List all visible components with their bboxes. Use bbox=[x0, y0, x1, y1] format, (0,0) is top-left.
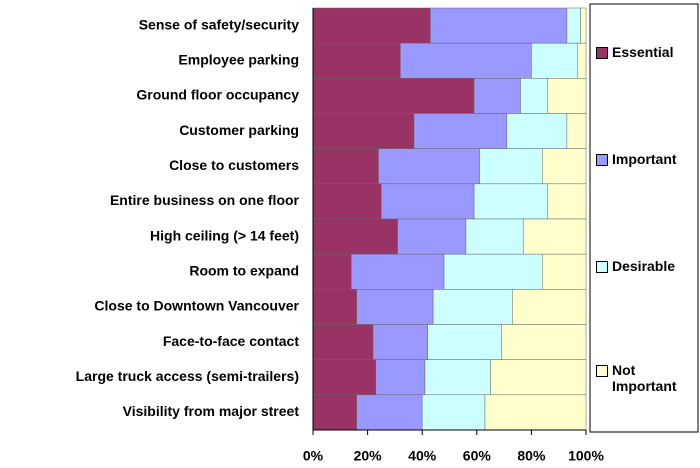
y-tick-label: Ground floor occupancy bbox=[136, 87, 299, 103]
bar-segment bbox=[424, 359, 491, 396]
bar-segment bbox=[400, 42, 532, 79]
bar-segment bbox=[375, 359, 426, 396]
bar-segment bbox=[479, 148, 543, 185]
y-tick-label: Customer parking bbox=[179, 122, 299, 138]
bar-segment bbox=[312, 113, 415, 149]
bar-segment bbox=[432, 289, 513, 325]
bar-segment bbox=[506, 113, 568, 149]
bar-segment bbox=[473, 78, 521, 114]
bar-segment bbox=[501, 324, 587, 360]
bar-segment bbox=[350, 253, 445, 290]
bar-segment bbox=[484, 394, 587, 431]
bar-segment bbox=[427, 324, 502, 360]
bar-segment bbox=[381, 183, 475, 220]
bar-segment bbox=[465, 218, 524, 255]
legend-swatch bbox=[596, 47, 608, 59]
legend-swatch bbox=[596, 261, 608, 273]
y-tick-label: Sense of safety/security bbox=[139, 16, 300, 32]
bar-segment bbox=[312, 359, 377, 396]
legend-swatch bbox=[596, 154, 608, 166]
bar-segment bbox=[312, 289, 357, 325]
y-tick-label: Entire business on one floor bbox=[110, 192, 300, 208]
bar-segment bbox=[531, 42, 579, 79]
y-tick-label: Close to customers bbox=[169, 157, 299, 173]
y-tick-label: Visibility from major street bbox=[123, 403, 300, 419]
bar-segment bbox=[312, 78, 475, 114]
y-tick-label: Face-to-face contact bbox=[163, 333, 299, 349]
legend-swatch bbox=[596, 365, 608, 377]
bar-segment bbox=[520, 78, 549, 114]
bar-segment bbox=[430, 7, 568, 44]
bar-segment bbox=[312, 394, 357, 431]
legend-label: Desirable bbox=[612, 258, 676, 274]
y-tick-label: Room to expand bbox=[189, 262, 299, 278]
y-tick-label: High ceiling (> 14 feet) bbox=[150, 227, 299, 243]
bar-segment bbox=[413, 113, 508, 149]
y-tick-label: Close to Downtown Vancouver bbox=[94, 298, 299, 314]
bar-segment bbox=[397, 218, 467, 255]
y-tick-label: Large truck access (semi-trailers) bbox=[76, 368, 299, 384]
bar-segment bbox=[312, 324, 374, 360]
x-tick-label: 0% bbox=[303, 448, 324, 464]
bar-segment bbox=[566, 113, 587, 149]
bar-segment bbox=[356, 394, 423, 431]
bar-segment bbox=[356, 289, 434, 325]
bar-segment bbox=[378, 148, 480, 185]
bar-segment bbox=[542, 148, 587, 185]
y-tick-label: Employee parking bbox=[178, 51, 299, 67]
bar-segment bbox=[522, 218, 587, 255]
bar-segment bbox=[312, 148, 379, 185]
x-tick-label: 100% bbox=[568, 448, 604, 464]
bar-segment bbox=[580, 7, 587, 44]
bar-segment bbox=[312, 42, 401, 79]
bar-segment bbox=[547, 78, 587, 114]
x-tick-label: 60% bbox=[463, 448, 492, 464]
x-tick-label: 80% bbox=[517, 448, 546, 464]
legend-label: Not Important bbox=[612, 362, 677, 394]
legend-item: Desirable bbox=[596, 258, 700, 274]
legend-label: Important bbox=[612, 151, 677, 167]
legend-box bbox=[589, 3, 699, 433]
bar-segment bbox=[443, 253, 543, 290]
legend-item: Important bbox=[596, 151, 700, 167]
bar-segment bbox=[312, 253, 352, 290]
bar-segment bbox=[577, 42, 587, 79]
bar-segment bbox=[421, 394, 486, 431]
bar-segment bbox=[512, 289, 587, 325]
x-tick-label: 20% bbox=[354, 448, 383, 464]
bar-segment bbox=[312, 218, 398, 255]
x-tick-label: 40% bbox=[408, 448, 437, 464]
bar-segment bbox=[542, 253, 587, 290]
bar-segment bbox=[312, 183, 382, 220]
legend-item: Essential bbox=[596, 44, 700, 60]
bar-segment bbox=[566, 7, 581, 44]
bar-segment bbox=[372, 324, 428, 360]
bar-segment bbox=[473, 183, 549, 220]
bar-segment bbox=[547, 183, 587, 220]
legend-label: Essential bbox=[612, 44, 674, 60]
bar-segment bbox=[312, 7, 431, 44]
legend-item: Not Important bbox=[596, 362, 700, 394]
bar-segment bbox=[490, 359, 587, 396]
